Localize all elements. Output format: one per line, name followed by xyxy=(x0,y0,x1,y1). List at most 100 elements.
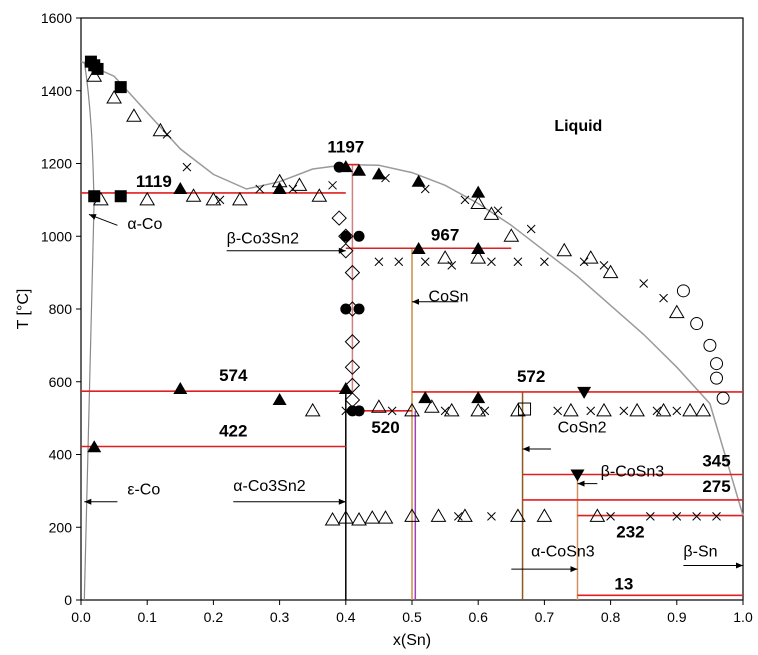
data-point-triangle-open xyxy=(106,90,122,104)
data-point-cross xyxy=(672,511,682,521)
data-point-triangle-open xyxy=(311,188,328,202)
data-point-cross xyxy=(553,406,562,416)
data-point-triangle-open xyxy=(423,399,440,413)
data-point-circle-filled xyxy=(333,161,345,173)
data-point-cross xyxy=(712,511,721,521)
data-point-circle-open xyxy=(703,338,717,352)
data-point-diamond-open xyxy=(331,210,347,226)
data-point-circle-filled xyxy=(340,230,352,242)
data-point-triangle-filled xyxy=(371,167,386,180)
x-tick-label: 0.0 xyxy=(71,609,91,625)
x-tick-label: 1.0 xyxy=(733,609,753,625)
phase-label: α-Co3Sn2 xyxy=(233,478,306,495)
data-point-triangle-filled xyxy=(352,163,367,176)
y-tick-label: 1600 xyxy=(41,10,72,26)
data-point-circle-filled xyxy=(340,303,352,315)
phase-label: Liquid xyxy=(554,118,602,135)
data-point-triangle-open xyxy=(126,108,142,122)
data-point-circle-open xyxy=(710,371,724,385)
data-point-triangle-open xyxy=(668,304,685,319)
data-point-cross xyxy=(493,206,503,216)
data-point-triangle-open xyxy=(470,250,487,264)
y-tick-label: 200 xyxy=(49,519,73,535)
data-point-cross xyxy=(460,195,470,205)
data-point-triangle-open xyxy=(510,508,526,522)
data-point-cross xyxy=(453,511,463,521)
data-point-square-filled xyxy=(114,190,127,203)
data-point-diamond-open xyxy=(344,264,361,281)
data-point-triangle-filled xyxy=(411,174,426,187)
phase-arrow-head xyxy=(338,247,346,254)
x-tick-label: 0.6 xyxy=(468,609,488,625)
data-point-triangle-down-filled xyxy=(577,386,592,399)
data-point-cross xyxy=(652,406,662,416)
data-point-cross xyxy=(447,260,457,270)
data-point-triangle-open xyxy=(185,188,202,202)
isotherm-label: 572 xyxy=(517,367,545,386)
phase-label: α-CoSn3 xyxy=(531,543,595,560)
phase-arrow-head xyxy=(338,498,346,505)
x-tick-label: 0.7 xyxy=(535,609,555,625)
data-point-triangle-open xyxy=(364,510,381,524)
phase-arrow-head xyxy=(88,214,97,220)
data-point-cross xyxy=(215,195,225,205)
y-tick-label: 0 xyxy=(64,592,72,608)
data-point-triangle-open xyxy=(536,508,553,522)
x-tick-label: 0.9 xyxy=(667,609,687,625)
data-point-cross xyxy=(659,293,668,303)
isotherm-label: 967 xyxy=(431,225,459,244)
liquidus-curve xyxy=(80,60,744,516)
data-point-triangle-open xyxy=(443,402,460,417)
isotherm-label: 345 xyxy=(702,452,730,471)
data-point-triangle-open xyxy=(503,228,520,242)
data-point-triangle-open xyxy=(291,177,308,191)
data-point-diamond-open xyxy=(344,334,361,350)
data-point-triangle-open xyxy=(510,402,526,417)
phase-label: β-Co3Sn2 xyxy=(227,231,299,248)
phase-arrow-head xyxy=(570,566,578,573)
data-point-cross xyxy=(328,180,337,190)
isotherm-label: 422 xyxy=(219,421,247,440)
phase-label: α-Co xyxy=(127,216,162,233)
data-point-cross xyxy=(526,224,536,234)
data-point-triangle-open xyxy=(563,402,579,417)
data-point-triangle-open xyxy=(695,402,712,417)
data-point-triangle-open xyxy=(86,68,103,82)
data-point-triangle-open xyxy=(205,191,222,206)
data-point-cross xyxy=(639,279,649,288)
x-tick-label: 0.5 xyxy=(402,609,422,625)
data-point-triangle-down-filled xyxy=(570,469,585,482)
data-point-triangle-open xyxy=(437,250,453,264)
data-point-triangle-filled xyxy=(272,392,287,405)
phase-label: CoSn xyxy=(429,289,469,306)
x-tick-label: 0.1 xyxy=(137,609,157,625)
isotherm-label: 574 xyxy=(219,366,248,385)
isotherm-label: 1197 xyxy=(327,138,364,157)
y-axis-label: T [°C] xyxy=(15,289,32,330)
y-tick-label: 1000 xyxy=(41,228,72,244)
data-point-triangle-open xyxy=(589,508,606,522)
data-point-cross xyxy=(692,511,702,521)
data-point-square-open xyxy=(518,402,532,416)
data-point-triangle-open xyxy=(682,402,698,417)
data-point-triangle-filled xyxy=(87,440,102,453)
data-point-cross xyxy=(440,406,450,416)
data-point-triangle-open xyxy=(337,510,354,524)
isotherm-label: 1119 xyxy=(136,172,172,191)
isotherm-label: 275 xyxy=(702,477,730,496)
isotherm-label: 520 xyxy=(371,418,399,437)
phase-arrow-head xyxy=(522,446,530,453)
phase-arrow-head xyxy=(577,480,585,487)
data-point-triangle-open xyxy=(404,402,420,417)
data-point-triangle-open xyxy=(470,402,487,417)
x-tick-label: 0.8 xyxy=(601,609,621,625)
data-point-triangle-open xyxy=(457,508,473,522)
data-point-triangle-open xyxy=(304,402,321,417)
data-point-triangle-open xyxy=(582,250,599,264)
phase-label: β-CoSn3 xyxy=(601,463,665,480)
data-point-triangle-filled xyxy=(471,185,486,198)
data-point-triangle-filled xyxy=(173,382,188,395)
phase-label: ε-Co xyxy=(127,482,160,499)
data-point-cross xyxy=(586,406,596,416)
